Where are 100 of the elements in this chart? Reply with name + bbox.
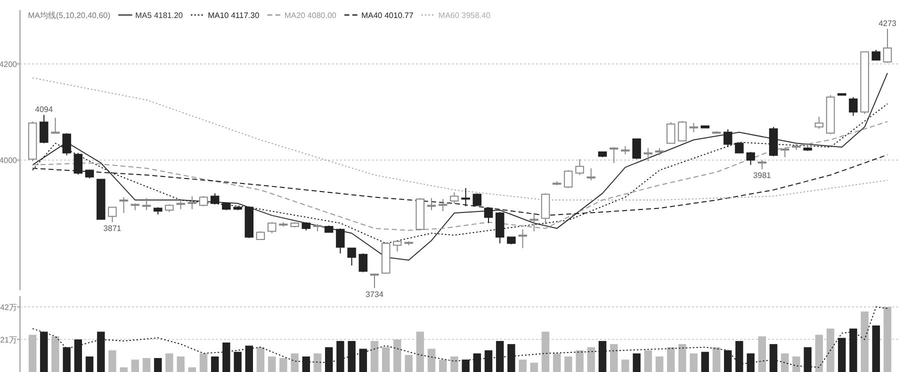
bar <box>290 353 299 372</box>
annotation: 3981 <box>753 171 772 180</box>
candlestick <box>575 158 584 176</box>
bar <box>815 334 823 372</box>
bar <box>826 328 834 372</box>
bar <box>393 339 402 372</box>
candlestick <box>50 117 60 134</box>
bar <box>404 354 413 372</box>
bar <box>142 358 150 372</box>
annotation: 3871 <box>103 224 122 234</box>
y-tick-label: 42万 <box>0 302 17 312</box>
legend-label: MA60 3958.40 <box>438 11 491 20</box>
candlestick <box>758 160 766 170</box>
candlestick <box>724 128 732 148</box>
candlestick <box>734 142 744 154</box>
legend-label: MA10 4117.30 <box>208 11 260 20</box>
bar <box>712 347 720 372</box>
legend-title: MA均线(5,10,20,40,60) <box>28 11 111 20</box>
candlestick <box>438 198 448 212</box>
candlestick <box>780 148 790 158</box>
bar <box>382 347 390 372</box>
bar <box>758 336 766 372</box>
candlestick <box>450 192 459 204</box>
candlestick <box>210 192 220 205</box>
candlestick <box>883 28 892 64</box>
bar <box>632 353 641 372</box>
candlestick <box>108 206 117 223</box>
bar <box>428 348 436 372</box>
bar <box>690 353 698 372</box>
bar <box>621 360 630 372</box>
candlestick <box>666 122 676 144</box>
legend-label: MA5 4181.20 <box>135 11 184 20</box>
bar <box>450 356 458 372</box>
bar <box>872 325 880 372</box>
candlestick <box>62 132 72 156</box>
bar <box>884 306 892 372</box>
candlestick <box>586 168 596 181</box>
candlestick <box>358 252 368 273</box>
candlestick <box>518 228 528 249</box>
candlestick <box>678 120 687 142</box>
bar <box>200 353 208 372</box>
candlestick <box>176 200 186 210</box>
bar <box>165 353 174 372</box>
bar <box>792 356 800 372</box>
bar <box>211 356 219 372</box>
bar <box>860 312 869 372</box>
line-series <box>32 306 888 368</box>
candlestick <box>188 196 196 210</box>
candlestick <box>40 114 48 144</box>
candlestick <box>427 198 436 211</box>
candlestick <box>689 122 698 133</box>
bar <box>530 362 538 372</box>
bar <box>587 347 595 372</box>
bar <box>131 360 140 372</box>
bar <box>120 367 128 372</box>
bar <box>314 353 322 372</box>
candlestick <box>119 196 128 214</box>
bar <box>256 347 264 372</box>
bar <box>780 353 789 372</box>
candlestick <box>472 192 482 207</box>
bar <box>518 360 527 372</box>
bar <box>678 344 686 372</box>
candlestick <box>564 170 573 189</box>
candlestick <box>632 138 642 160</box>
bar <box>667 347 675 372</box>
bar <box>188 367 196 372</box>
y-tick-label: 21万 <box>0 335 17 344</box>
bar <box>416 332 424 372</box>
bar <box>610 344 618 372</box>
bar <box>576 350 584 372</box>
bar <box>701 352 709 372</box>
candlestick <box>370 273 379 289</box>
candlestick <box>199 196 208 207</box>
bar <box>268 356 276 372</box>
bar <box>542 332 550 372</box>
candlestick <box>848 96 858 116</box>
candlestick <box>814 116 824 130</box>
candlestick <box>347 248 356 266</box>
legend-label: MA40 4010.77 <box>361 11 414 20</box>
bar <box>644 350 652 372</box>
line-series <box>32 77 888 201</box>
bar <box>564 356 572 372</box>
bar <box>553 353 561 372</box>
legend-label: MA20 4080.00 <box>284 11 337 20</box>
bar <box>86 356 94 372</box>
bar <box>28 334 36 372</box>
bar <box>439 360 447 372</box>
candlestick <box>610 146 618 164</box>
candlestick <box>461 188 470 207</box>
bar <box>108 350 116 372</box>
candlestick <box>336 228 345 254</box>
candlestick <box>746 151 756 166</box>
candlestick <box>872 49 880 61</box>
annotation: 4094 <box>35 104 54 114</box>
bar <box>656 356 664 372</box>
line-series <box>32 72 888 261</box>
candlestick <box>644 148 652 162</box>
bar <box>154 358 162 372</box>
candlestick <box>142 198 151 211</box>
bar <box>370 340 378 372</box>
